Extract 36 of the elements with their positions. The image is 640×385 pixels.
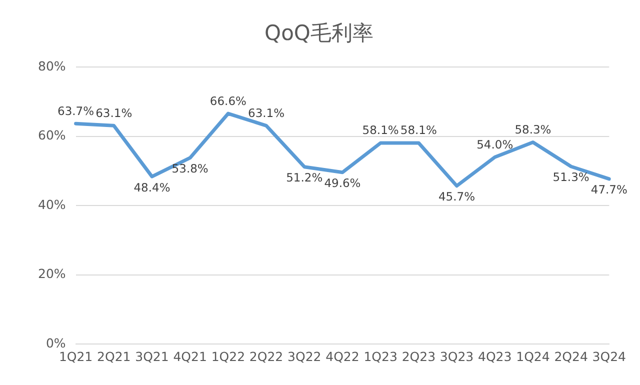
y-tick-label: 0% [46,335,66,350]
y-tick-label: 40% [38,196,66,212]
data-label: 58.1% [400,123,437,138]
y-tick-label: 60% [38,128,66,143]
x-tick-label: 1Q21 [58,348,93,364]
x-tick-label: 2Q22 [249,348,284,364]
data-label: 58.1% [362,123,399,138]
x-tick-label: 3Q23 [440,348,474,364]
data-label: 58.3% [514,122,552,137]
x-tick-label: 4Q21 [173,348,207,364]
data-label: 66.6% [210,94,247,108]
x-tick-label: 4Q22 [326,348,360,364]
data-label: 51.3% [552,170,590,184]
x-tick-label: 1Q22 [211,348,246,364]
x-tick-label: 2Q24 [554,348,588,364]
data-label: 51.2% [286,170,323,185]
data-label: 63.1% [96,106,132,120]
data-label: 53.8% [172,162,208,176]
data-label: 63.1% [248,106,285,120]
x-tick-label: 3Q22 [288,348,322,364]
data-label: 48.4% [134,180,170,194]
x-tick-label: 3Q21 [135,348,169,364]
x-tick-label: 3Q24 [592,348,626,364]
x-tick-label: 2Q21 [97,348,131,364]
y-tick-label: 20% [38,266,66,282]
y-tick-label: 80% [38,58,66,74]
x-tick-label: 1Q23 [364,348,398,364]
x-tick-label: 4Q23 [478,348,512,364]
x-tick-label: 1Q24 [516,348,550,364]
data-label: 45.7% [438,190,476,204]
data-label: 54.0% [476,137,514,152]
data-label: 47.7% [590,182,628,197]
data-label: 63.7% [58,104,94,118]
chart-title: QoQ毛利率 [264,21,374,46]
data-label: 49.6% [324,176,361,190]
x-tick-label: 2Q23 [402,348,436,364]
